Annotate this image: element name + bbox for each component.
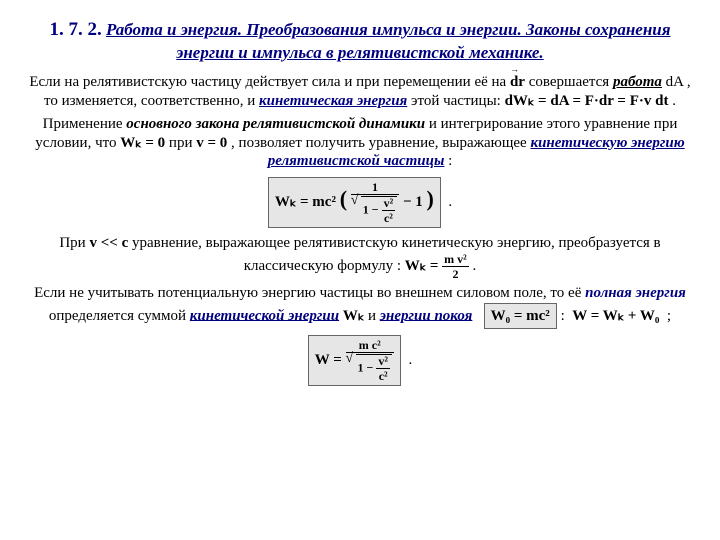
- title-text: Работа и энергия. Преобразования импульс…: [106, 20, 670, 62]
- rest-energy-term: энергии покоя: [380, 307, 473, 323]
- wk-symbol: Wₖ: [343, 307, 368, 323]
- sqrt-icon-2: 1 − v²c²: [348, 354, 392, 382]
- formula-W-box: W = m c² 1 − v²c²: [308, 335, 401, 386]
- p4-and: и: [368, 307, 380, 323]
- p1-text-a: Если на релятивистскую частицу действует…: [29, 74, 510, 90]
- p3-b: уравнение, выражающее релятивистскую кин…: [132, 235, 661, 274]
- title-number: 1. 7. 2.: [50, 19, 102, 40]
- kinetic-term: кинетическая энергия: [259, 93, 407, 109]
- formula-block-W: W = m c² 1 − v²c² .: [28, 335, 692, 386]
- p4-b: определяется суммой: [49, 307, 190, 323]
- formula-block-Wk: Wₖ = mc² ( 1 1 − v²c² − 1 ) .: [28, 177, 692, 228]
- paragraph-1: Если на релятивистскую частицу действует…: [28, 73, 692, 111]
- work-term: работа: [613, 74, 662, 90]
- wk0: Wₖ = 0: [120, 135, 165, 151]
- p1-text-d: этой частицы:: [411, 93, 505, 109]
- rel-law-term: основного закона релятивистской динамики: [126, 116, 425, 132]
- dr-symbol: dr: [510, 73, 525, 92]
- p4-a: Если не учитывать потенциальную энергию …: [34, 285, 585, 301]
- f2-frac: 1 1 − v²c²: [351, 181, 399, 224]
- formula-W0: W₀ = mc²: [484, 303, 557, 330]
- p3-a: При: [59, 235, 89, 251]
- p2-d: , позволяет получить уравнение, выражающ…: [231, 135, 530, 151]
- section-title: 1. 7. 2. Работа и энергия. Преобразовани…: [28, 18, 692, 63]
- v-less-c: v << c: [89, 235, 128, 251]
- p2-e: :: [448, 153, 452, 169]
- formula-Wk-box: Wₖ = mc² ( 1 1 − v²c² − 1 ): [268, 177, 441, 228]
- sqrt-icon: 1 − v²c²: [353, 196, 397, 224]
- kinetic-term-2: кинетической энергии: [190, 307, 339, 323]
- paragraph-2: Применение основного закона релятивистск…: [28, 115, 692, 171]
- p1-text-b: совершается: [529, 74, 613, 90]
- formula-W-sum: W = Wₖ + W₀: [572, 307, 659, 326]
- paragraph-3: При v << c уравнение, выражающее релятив…: [28, 234, 692, 280]
- formula-classic: Wₖ = m v²2: [405, 253, 469, 280]
- f5-frac: m c² 1 − v²c²: [346, 339, 394, 382]
- v0: v = 0: [196, 135, 227, 151]
- f2-left: Wₖ = mc²: [275, 194, 336, 210]
- full-energy-term: полная энергия: [585, 285, 686, 301]
- formula-dWk: dWₖ = dA = F·dr = F·v dt: [505, 92, 669, 111]
- paragraph-4: Если не учитывать потенциальную энергию …: [28, 284, 692, 330]
- f2-tail: − 1: [403, 194, 423, 210]
- p2-a: Применение: [43, 116, 127, 132]
- f5-left: W =: [315, 352, 342, 368]
- p2-c: при: [169, 135, 196, 151]
